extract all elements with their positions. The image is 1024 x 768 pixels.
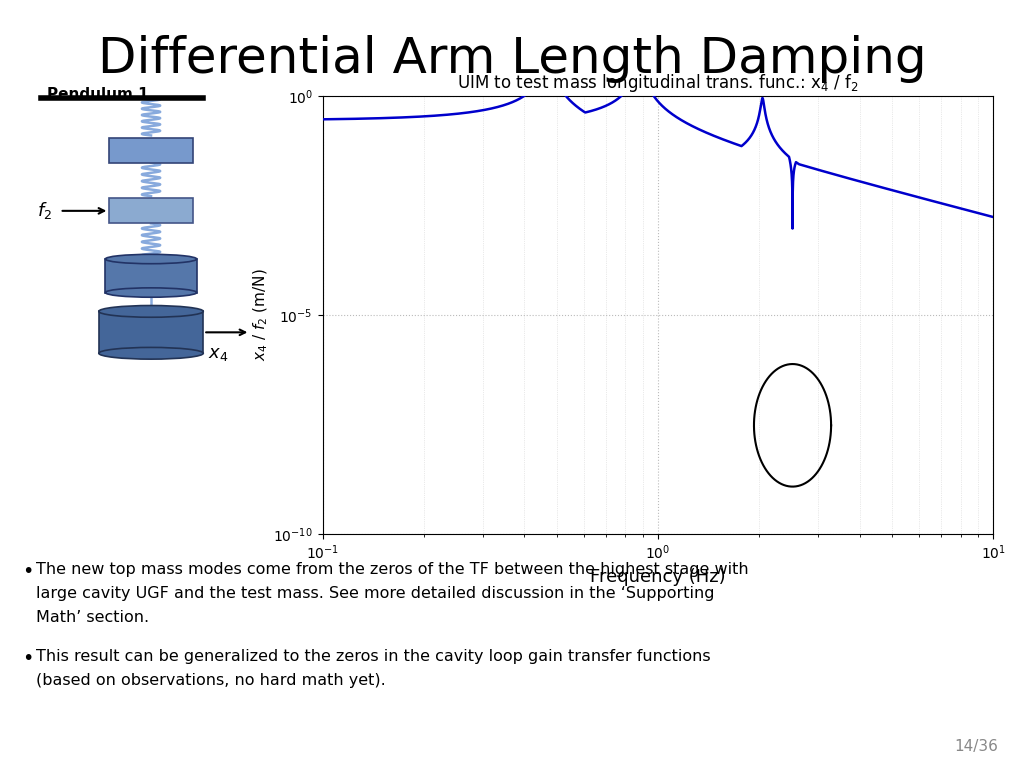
Text: $x_4$: $x_4$ — [209, 345, 229, 363]
Text: •: • — [23, 649, 34, 668]
Text: large cavity UGF and the test mass. See more detailed discussion in the ‘Support: large cavity UGF and the test mass. See … — [36, 586, 715, 601]
Text: •: • — [23, 562, 34, 581]
Ellipse shape — [105, 254, 197, 263]
Ellipse shape — [98, 347, 203, 359]
Bar — [105, 259, 197, 293]
X-axis label: Frequency (Hz): Frequency (Hz) — [590, 568, 726, 586]
Text: $f_2$: $f_2$ — [37, 200, 52, 221]
Bar — [110, 198, 193, 223]
Text: (based on observations, no hard math yet).: (based on observations, no hard math yet… — [36, 673, 386, 688]
Bar — [110, 137, 193, 163]
Text: Differential Arm Length Damping: Differential Arm Length Damping — [97, 35, 927, 83]
Text: The new top mass modes come from the zeros of the TF between the highest stage w: The new top mass modes come from the zer… — [36, 562, 749, 578]
Text: 14/36: 14/36 — [954, 739, 998, 754]
Text: Math’ section.: Math’ section. — [36, 610, 148, 625]
Text: Pendulum 1: Pendulum 1 — [47, 88, 148, 102]
Ellipse shape — [105, 288, 197, 297]
Ellipse shape — [98, 306, 203, 317]
Title: UIM to test mass longitudinal trans. func.: x$_4$ / f$_2$: UIM to test mass longitudinal trans. fun… — [457, 71, 859, 94]
Bar — [99, 311, 203, 353]
Y-axis label: $x_4$ / $f_2$ (m/N): $x_4$ / $f_2$ (m/N) — [252, 269, 270, 361]
Text: This result can be generalized to the zeros in the cavity loop gain transfer fun: This result can be generalized to the ze… — [36, 649, 711, 664]
